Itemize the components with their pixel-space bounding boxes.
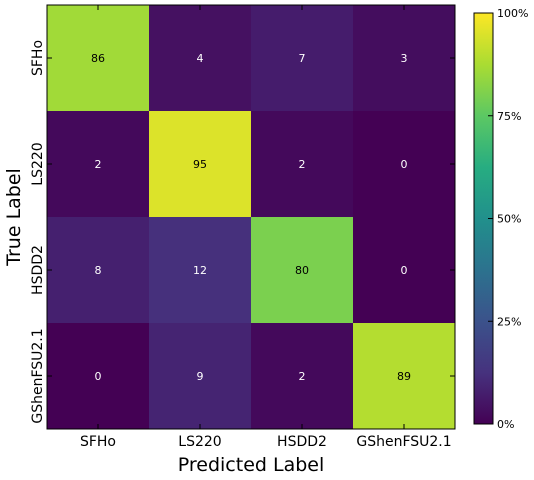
cell-value-label: 3 bbox=[401, 52, 408, 65]
cell-value-label: 8 bbox=[95, 264, 102, 277]
heatmap-cell bbox=[47, 5, 149, 111]
cell-value-label: 9 bbox=[197, 370, 204, 383]
heatmap-cell bbox=[353, 217, 455, 323]
x-tick-label: GShenFSU2.1 bbox=[356, 434, 451, 450]
cell-value-label: 2 bbox=[299, 370, 306, 383]
heatmap-cell bbox=[149, 5, 251, 111]
x-tick-label: LS220 bbox=[178, 434, 221, 450]
heatmap-cell bbox=[149, 217, 251, 323]
cell-value-label: 0 bbox=[401, 158, 408, 171]
cell-value-label: 12 bbox=[193, 264, 207, 277]
colorbar-tick-label: 25% bbox=[497, 315, 521, 328]
cell-value-label: 95 bbox=[193, 158, 207, 171]
heatmap-cell bbox=[353, 111, 455, 217]
cell-value-label: 89 bbox=[397, 370, 411, 383]
x-axis-label: Predicted Label bbox=[178, 454, 325, 476]
colorbar-tick-label: 50% bbox=[497, 213, 521, 226]
heatmap-cell-labels: 86 4 7 3 2 95 2 0 8 12 80 0 0 9 2 89 bbox=[91, 52, 411, 383]
heatmap-cell bbox=[251, 5, 353, 111]
heatmap-cell bbox=[353, 323, 455, 429]
x-axis-ticks: SFHo LS220 HSDD2 GShenFSU2.1 bbox=[80, 5, 452, 450]
colorbar-tick-label: 75% bbox=[497, 110, 521, 123]
colorbar-ticks: 0% 25% 50% 75% 100% bbox=[488, 7, 528, 431]
heatmap-cell bbox=[47, 323, 149, 429]
cell-value-label: 7 bbox=[299, 52, 306, 65]
heatmap-cell bbox=[251, 217, 353, 323]
x-tick-label: HSDD2 bbox=[277, 434, 327, 450]
cell-value-label: 4 bbox=[197, 52, 204, 65]
cell-value-label: 2 bbox=[95, 158, 102, 171]
heatmap-cell bbox=[251, 111, 353, 217]
cell-value-label: 80 bbox=[295, 264, 309, 277]
colorbar-tick-label: 0% bbox=[497, 418, 514, 431]
y-axis-ticks: SFHo LS220 HSDD2 GShenFSU2.1 bbox=[30, 40, 455, 424]
y-tick-label: LS220 bbox=[30, 142, 46, 185]
heatmap-cell bbox=[47, 111, 149, 217]
cell-value-label: 86 bbox=[91, 52, 105, 65]
heatmap-cells bbox=[47, 5, 455, 429]
heatmap-cell bbox=[353, 5, 455, 111]
cell-value-label: 0 bbox=[95, 370, 102, 383]
y-tick-label: SFHo bbox=[30, 40, 46, 76]
heatmap-cell bbox=[251, 323, 353, 429]
heatmap-cell bbox=[149, 111, 251, 217]
cell-value-label: 0 bbox=[401, 264, 408, 277]
cell-value-label: 2 bbox=[299, 158, 306, 171]
y-tick-label: HSDD2 bbox=[30, 245, 46, 295]
heatmap-cell bbox=[47, 217, 149, 323]
plot-frame bbox=[46, 4, 456, 430]
x-tick-label: SFHo bbox=[80, 434, 116, 450]
heatmap-cell bbox=[149, 323, 251, 429]
y-axis-label: True Label bbox=[3, 168, 25, 267]
colorbar-tick-label: 100% bbox=[497, 7, 528, 20]
y-tick-label: GShenFSU2.1 bbox=[30, 328, 46, 423]
